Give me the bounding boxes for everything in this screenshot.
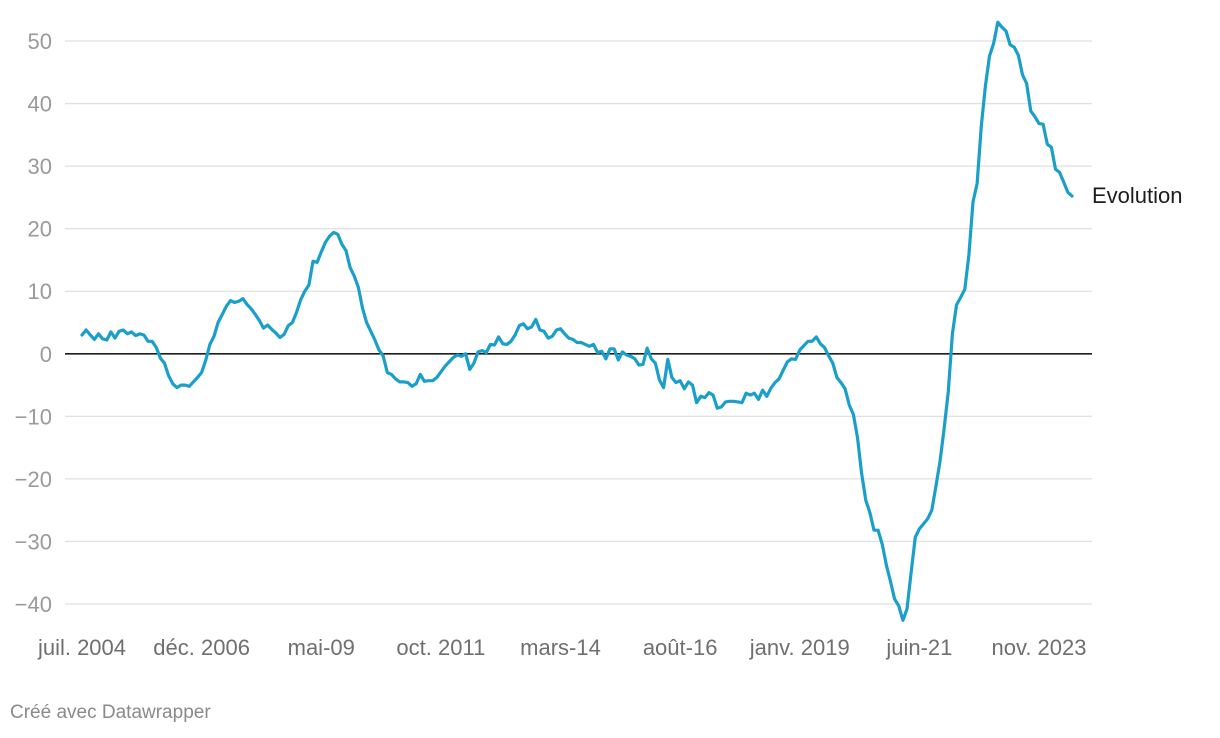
y-tick-label: −20 xyxy=(15,467,52,492)
x-tick-label: juil. 2004 xyxy=(37,635,126,660)
y-tick-label: 10 xyxy=(28,279,52,304)
x-tick-label: mai-09 xyxy=(288,635,355,660)
series-line-evolution xyxy=(80,20,1074,622)
y-tick-label: −40 xyxy=(15,592,52,617)
y-tick-label: −10 xyxy=(15,404,52,429)
y-tick-label: 40 xyxy=(28,92,52,117)
gridlines xyxy=(65,40,1092,605)
x-tick-label: nov. 2023 xyxy=(991,635,1086,660)
y-tick-label: 30 xyxy=(28,154,52,179)
x-tick-label: juin-21 xyxy=(885,635,952,660)
y-axis: 50 40 30 20 10 0 −10 −20 −30 −40 xyxy=(15,29,52,617)
x-tick-label: janv. 2019 xyxy=(749,635,850,660)
x-tick-label: oct. 2011 xyxy=(396,635,485,660)
credit-text: Créé avec Datawrapper xyxy=(10,702,211,723)
y-tick-label: −30 xyxy=(15,529,52,554)
y-tick-label: 20 xyxy=(28,217,52,242)
series-layer: Evolution xyxy=(80,20,1183,622)
x-axis: juil. 2004 déc. 2006 mai-09 oct. 2011 mars-1… xyxy=(37,635,1087,660)
y-tick-label: 50 xyxy=(28,29,52,54)
x-tick-label: déc. 2006 xyxy=(153,635,250,660)
x-tick-label: août-16 xyxy=(643,635,718,660)
y-tick-label: 0 xyxy=(40,342,52,367)
x-tick-label: mars-14 xyxy=(520,635,601,660)
series-label: Evolution xyxy=(1092,183,1183,208)
